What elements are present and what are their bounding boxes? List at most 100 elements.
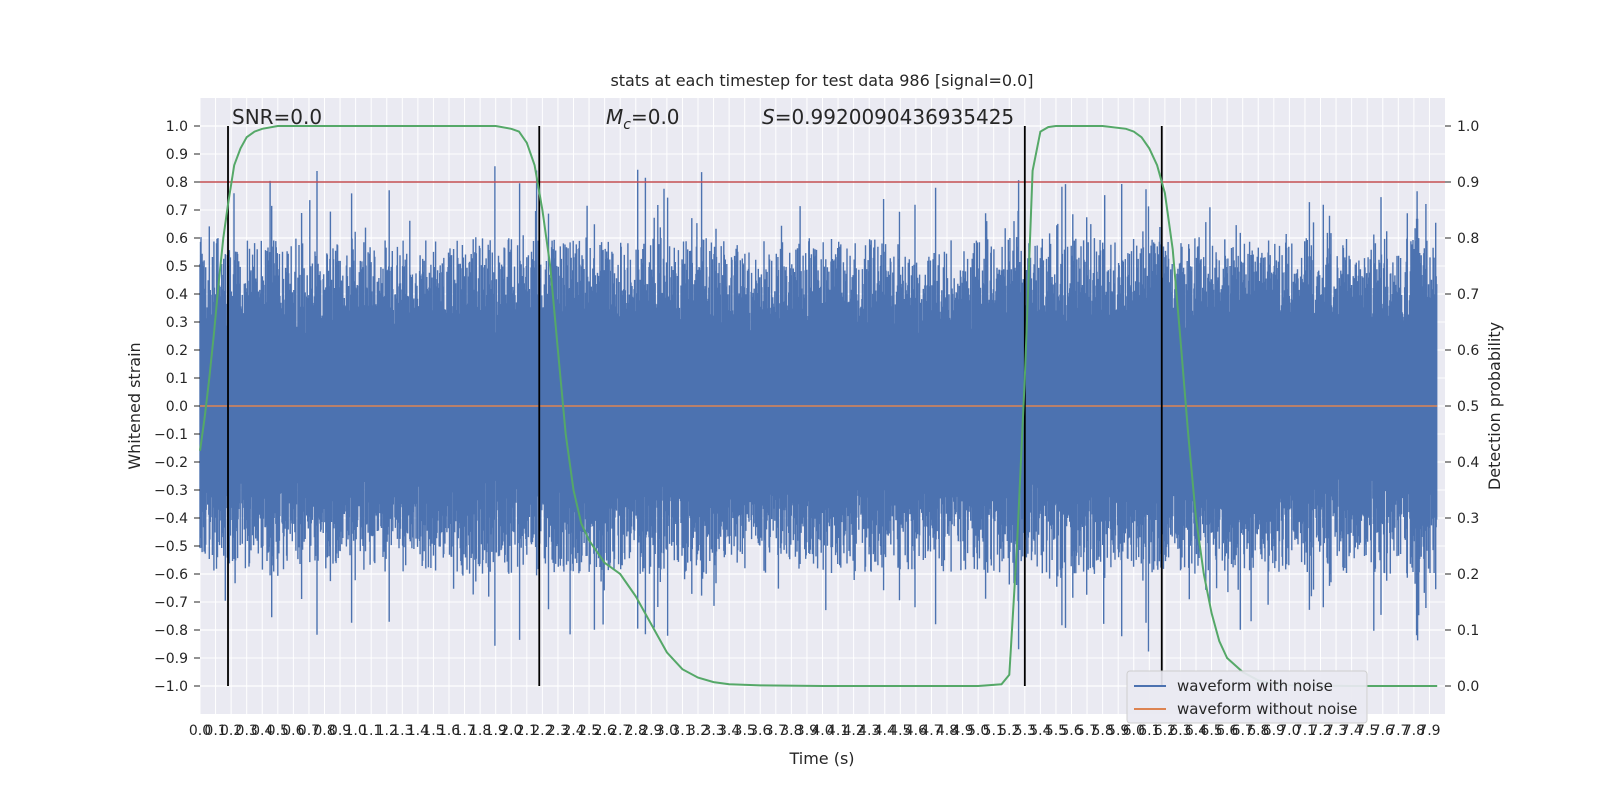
annotation-s: S=0.9920090436935425: [762, 105, 1014, 129]
x-tick-label: 2.1: [516, 723, 538, 739]
x-tick-label: 6.3: [1169, 723, 1191, 739]
x-tick-label: 6.6: [1216, 723, 1238, 739]
y2-tick-label: 0.4: [1457, 455, 1479, 471]
x-tick-label: 3.5: [734, 723, 756, 739]
y-tick-label: −0.9: [154, 651, 188, 667]
x-tick-label: 4.8: [936, 723, 958, 739]
x-tick-label: 0.9: [329, 723, 351, 739]
x-tick-label: 5.0: [967, 723, 989, 739]
x-tick-label: 4.5: [889, 723, 911, 739]
x-tick-label: 5.1: [983, 723, 1005, 739]
x-tick-label: 1.8: [469, 723, 491, 739]
x-tick-label: 2.6: [593, 723, 615, 739]
x-tick-label: 2.9: [640, 723, 662, 739]
x-tick-label: 1.2: [376, 723, 398, 739]
probability-curve-path: [199, 125, 1438, 687]
y2-tick-label: 0.6: [1457, 343, 1479, 359]
x-tick-label: 0.8: [313, 723, 335, 739]
y2-tick-label: 0.1: [1457, 623, 1479, 639]
x-tick-label: 0.7: [298, 723, 320, 739]
y-tick-label: −0.5: [154, 539, 188, 555]
y-tick-label: 0.0: [166, 399, 188, 415]
y-tick-label: 0.1: [166, 371, 188, 387]
x-tick-label: 4.4: [874, 723, 896, 739]
x-tick-label: 7.3: [1325, 723, 1347, 739]
x-tick-label: 5.3: [1014, 723, 1036, 739]
y-tick-label: −0.7: [154, 595, 188, 611]
y2-tick-label: 0.5: [1457, 399, 1479, 415]
x-tick-label: 3.1: [671, 723, 693, 739]
y-tick-label: 0.4: [166, 287, 188, 303]
x-tick-label: 0.0: [189, 723, 211, 739]
x-tick-label: 3.2: [687, 723, 709, 739]
y2-tick-label: 0.9: [1457, 175, 1479, 191]
x-tick-label: 7.6: [1372, 723, 1394, 739]
x-tick-label: 4.9: [951, 723, 973, 739]
x-tick-label: 7.5: [1356, 723, 1378, 739]
x-tick-label: 1.1: [360, 723, 382, 739]
x-tick-label: 2.5: [578, 723, 600, 739]
y2-tick-label: 0.2: [1457, 567, 1479, 583]
x-tick-label: 0.6: [282, 723, 304, 739]
event-markers: [227, 126, 1163, 686]
x-tick-label: 2.2: [531, 723, 553, 739]
x-tick-label: 6.1: [1138, 723, 1160, 739]
x-tick-label: 4.1: [827, 723, 849, 739]
legend-box: [1126, 670, 1368, 724]
x-tick-label: 5.8: [1091, 723, 1113, 739]
y-axis-label: Whitened strain: [125, 342, 144, 469]
y-tick-label: −0.8: [154, 623, 188, 639]
y2-tick-label: 1.0: [1457, 119, 1479, 135]
y-tick-label: 1.0: [166, 119, 188, 135]
x-tick-label: 6.2: [1154, 723, 1176, 739]
y2-tick-label: 0.0: [1457, 679, 1479, 695]
x-tick-label: 7.1: [1294, 723, 1316, 739]
y-tick-label: 0.5: [166, 259, 188, 275]
x-tick-label: 3.4: [718, 723, 740, 739]
x-tick-label: 1.7: [453, 723, 475, 739]
x-tick-label: 6.4: [1185, 723, 1207, 739]
x-tick-label: 2.3: [547, 723, 569, 739]
probability-curve: [199, 125, 1438, 687]
x-tick-label: 5.7: [1076, 723, 1098, 739]
x-tick-label: 0.1: [204, 723, 226, 739]
x-tick-label: 4.2: [842, 723, 864, 739]
y-tick-label: −0.4: [154, 511, 188, 527]
x-tick-label: 3.7: [765, 723, 787, 739]
x-tick-labels: 0.00.10.20.30.40.50.60.70.80.91.01.11.21…: [189, 723, 1441, 739]
x-tick-label: 6.0: [1123, 723, 1145, 739]
x-tick-label: 3.9: [796, 723, 818, 739]
legend: waveform with noise waveform without noi…: [1126, 670, 1368, 724]
x-tick-label: 1.9: [485, 723, 507, 739]
x-tick-label: 2.7: [609, 723, 631, 739]
legend-label-clean: waveform without noise: [1177, 700, 1357, 718]
x-tick-label: 2.8: [625, 723, 647, 739]
y-tick-label: 0.2: [166, 343, 188, 359]
x-tick-label: 7.7: [1387, 723, 1409, 739]
x-tick-label: 5.2: [998, 723, 1020, 739]
y-tick-label: 0.6: [166, 231, 188, 247]
x-tick-label: 0.5: [267, 723, 289, 739]
x-tick-label: 0.4: [251, 723, 273, 739]
x-tick-label: 5.4: [1029, 723, 1051, 739]
annotation-snr: SNR=0.0: [232, 105, 322, 129]
y-tick-label: 0.9: [166, 147, 188, 163]
x-tick-label: 4.7: [920, 723, 942, 739]
x-tick-label: 7.2: [1309, 723, 1331, 739]
x-tick-label: 2.4: [562, 723, 584, 739]
x-tick-label: 4.3: [858, 723, 880, 739]
y-tick-label: −0.1: [154, 427, 188, 443]
x-tick-label: 1.0: [344, 723, 366, 739]
x-tick-label: 6.8: [1247, 723, 1269, 739]
y2-axis-label: Detection probability: [1485, 322, 1504, 490]
y2-tick-label: 0.8: [1457, 231, 1479, 247]
x-tick-label: 1.4: [407, 723, 429, 739]
x-axis-label: Time (s): [788, 749, 854, 768]
x-tick-label: 3.3: [702, 723, 724, 739]
annotation-mc: Mc=0.0: [606, 105, 680, 133]
y-tick-label: 0.7: [166, 203, 188, 219]
y-tick-label: −0.6: [154, 567, 188, 583]
legend-label-noise: waveform with noise: [1177, 677, 1333, 695]
x-tick-label: 7.9: [1418, 723, 1440, 739]
